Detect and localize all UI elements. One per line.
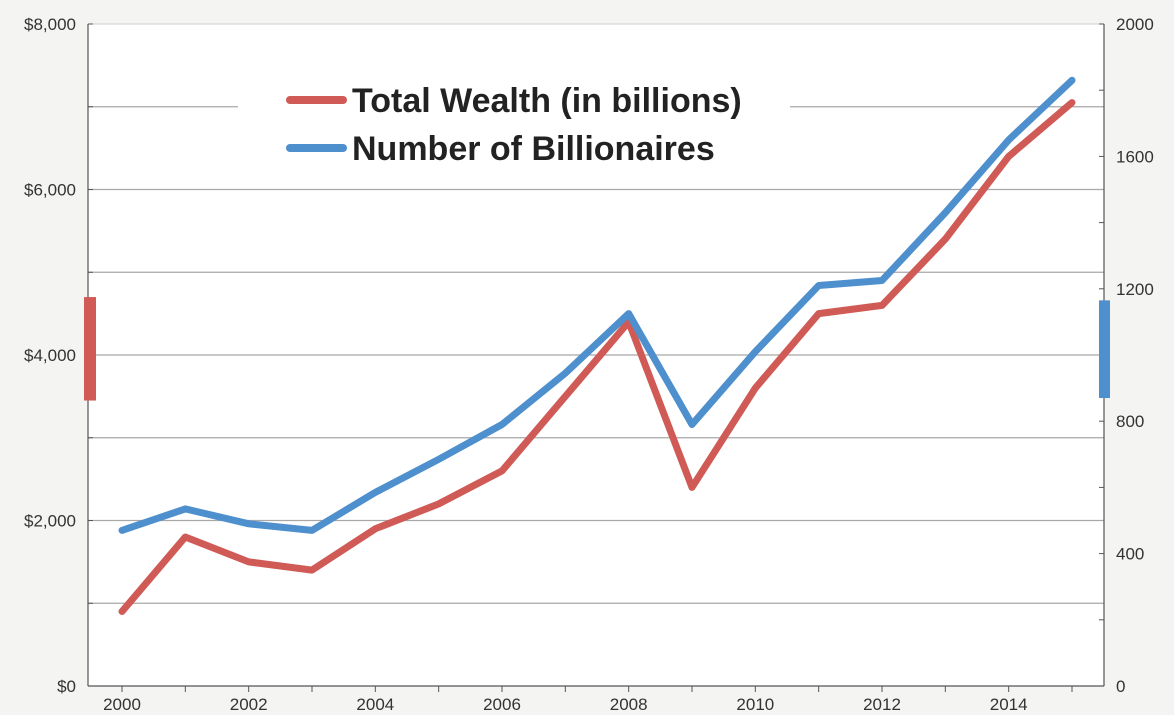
left-axis-tick-label: $0 (57, 677, 76, 696)
right-axis-tick-label: 800 (1116, 412, 1144, 431)
right-axis-tick-label: 1200 (1116, 280, 1154, 299)
left-axis-color-indicator (84, 297, 96, 401)
right-axis-tick-label: 1600 (1116, 147, 1154, 166)
right-axis-color-indicator (1099, 300, 1110, 399)
right-axis-tick-label: 2000 (1116, 15, 1154, 34)
right-axis-tick-label: 400 (1116, 545, 1144, 564)
x-axis-tick-label: 2010 (736, 695, 774, 714)
left-axis-tick-label: $8,000 (24, 15, 76, 34)
legend-background (238, 76, 790, 186)
x-axis-tick-label: 2004 (356, 695, 394, 714)
legend-label-wealth: Total Wealth (in billions) (352, 82, 742, 120)
left-axis-tick-label: $6,000 (24, 181, 76, 200)
series-line-billionaires (118, 76, 1076, 534)
series-lines (118, 76, 1076, 615)
left-axis-tick-label: $4,000 (24, 346, 76, 365)
x-axis-tick-label: 2008 (610, 695, 648, 714)
x-axis-tick-label: 2000 (103, 695, 141, 714)
x-axis-tick-label: 2014 (990, 695, 1028, 714)
axes: $0 $2,000 $4,000 $6,000 $8,000 0 400 800 1200 160… (24, 15, 1154, 714)
x-axis-tick-label: 2006 (483, 695, 521, 714)
x-axis-tick-label: 2002 (230, 695, 268, 714)
series-line-wealth (118, 99, 1076, 615)
left-axis-tick-label: $2,000 (24, 512, 76, 531)
legend: Total Wealth (in billions) Number of Bil… (238, 76, 790, 186)
legend-label-billionaires: Number of Billionaires (352, 130, 715, 168)
right-axis-tick-label: 0 (1116, 677, 1125, 696)
x-axis-tick-label: 2012 (863, 695, 901, 714)
